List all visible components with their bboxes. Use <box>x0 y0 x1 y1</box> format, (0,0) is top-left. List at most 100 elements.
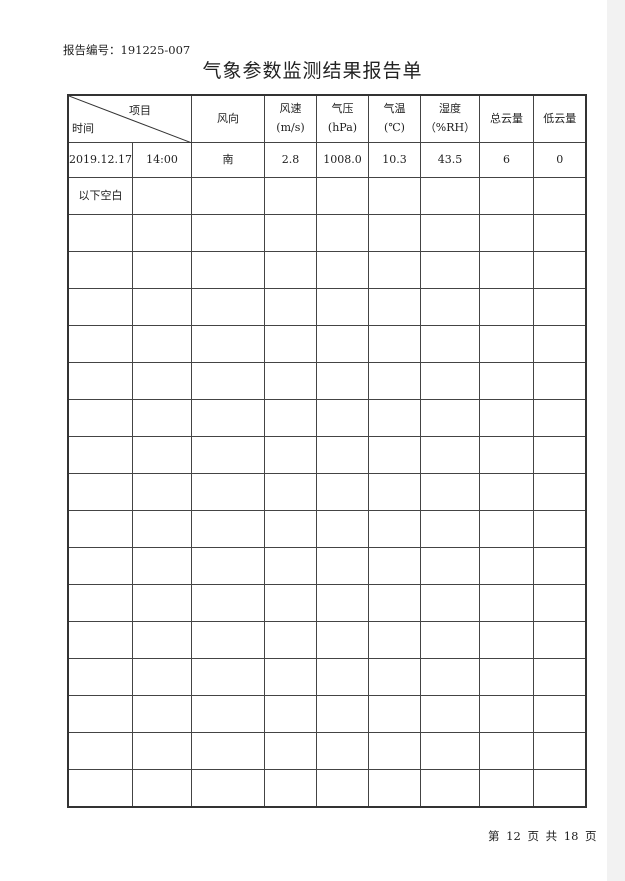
table-cell <box>419 251 480 289</box>
table-row <box>67 288 587 326</box>
table-cell <box>367 325 421 363</box>
table-cell <box>67 251 133 289</box>
column-unit: (℃) <box>384 121 405 134</box>
scan-edge <box>607 0 625 881</box>
table-cell <box>67 769 133 808</box>
table-cell <box>263 325 317 363</box>
table-cell <box>478 732 534 770</box>
table-cell <box>367 473 421 511</box>
report-number: 报告编号：191225-007 <box>63 43 191 57</box>
table-cell <box>532 436 587 474</box>
table-cell <box>67 658 133 696</box>
table-cell <box>67 214 133 252</box>
table-cell <box>478 547 534 585</box>
table-cell <box>67 436 133 474</box>
table-cell <box>532 658 587 696</box>
table-cell <box>263 695 317 733</box>
table-cell <box>478 584 534 622</box>
table-cell <box>367 177 421 215</box>
table-cell <box>419 547 480 585</box>
table-cell <box>190 473 265 511</box>
table-cell <box>67 732 133 770</box>
results-table: 项目 时间 风向 风速 (m/s) 气压 (hPa) 气温 (℃) 湿度 （%RH） 总云量 低云量… <box>67 94 588 808</box>
column-unit: （%RH） <box>424 121 476 134</box>
table-row: 2019.12.17 14:00 南 2.8 1008.0 10.3 43.5 6 0 <box>67 142 587 178</box>
column-name: 风速 <box>279 102 302 116</box>
table-cell <box>190 362 265 400</box>
table-cell <box>315 325 369 363</box>
table-cell <box>67 399 133 437</box>
table-cell <box>190 436 265 474</box>
table-cell <box>263 621 317 659</box>
table-cell <box>532 214 587 252</box>
table-cell: 0 <box>532 142 587 178</box>
table-row <box>67 584 587 622</box>
table-cell <box>367 584 421 622</box>
table-cell <box>131 362 192 400</box>
table-cell <box>419 436 480 474</box>
table-cell <box>367 658 421 696</box>
table-cell <box>532 399 587 437</box>
table-cell <box>263 584 317 622</box>
table-cell <box>367 214 421 252</box>
table-row <box>67 399 587 437</box>
table-cell <box>478 473 534 511</box>
diagonal-header-cell: 项目 时间 <box>67 94 192 143</box>
table-cell <box>478 695 534 733</box>
table-cell <box>131 584 192 622</box>
table-cell <box>532 288 587 326</box>
table-cell <box>478 658 534 696</box>
table-cell <box>67 288 133 326</box>
table-row <box>67 362 587 400</box>
table-cell <box>532 621 587 659</box>
table-cell <box>315 214 369 252</box>
table-cell <box>367 547 421 585</box>
table-cell <box>67 584 133 622</box>
table-cell <box>419 658 480 696</box>
table-cell <box>478 621 534 659</box>
table-cell <box>315 584 369 622</box>
table-cell <box>478 214 534 252</box>
table-cell <box>532 362 587 400</box>
table-cell <box>131 288 192 326</box>
table-cell <box>419 510 480 548</box>
column-header: 低云量 <box>532 94 587 143</box>
table-row: 以下空白 <box>67 177 587 215</box>
table-cell <box>263 399 317 437</box>
table-cell <box>532 769 587 808</box>
column-name: 低云量 <box>543 111 577 125</box>
table-cell <box>367 399 421 437</box>
table-cell <box>131 399 192 437</box>
table-cell <box>190 510 265 548</box>
table-cell <box>315 769 369 808</box>
table-cell <box>131 547 192 585</box>
table-cell <box>315 547 369 585</box>
table-cell <box>67 621 133 659</box>
table-cell <box>532 473 587 511</box>
table-cell <box>315 399 369 437</box>
table-cell <box>131 473 192 511</box>
column-header: 风向 <box>190 94 265 143</box>
column-header: 气压 (hPa) <box>315 94 369 143</box>
table-cell: 以下空白 <box>67 177 133 215</box>
table-row <box>67 214 587 252</box>
table-cell <box>131 325 192 363</box>
column-name: 总云量 <box>489 111 523 125</box>
table-cell <box>263 436 317 474</box>
table-row <box>67 510 587 548</box>
table-cell <box>67 510 133 548</box>
table-cell <box>263 473 317 511</box>
table-cell <box>419 621 480 659</box>
table-cell <box>67 547 133 585</box>
table-cell <box>419 732 480 770</box>
table-cell <box>263 362 317 400</box>
table-cell <box>532 251 587 289</box>
table-row <box>67 547 587 585</box>
table-cell <box>67 325 133 363</box>
table-cell: 43.5 <box>419 142 480 178</box>
table-cell <box>532 177 587 215</box>
table-cell <box>367 732 421 770</box>
table-cell <box>478 769 534 808</box>
table-cell <box>478 510 534 548</box>
column-header: 风速 (m/s) <box>263 94 317 143</box>
